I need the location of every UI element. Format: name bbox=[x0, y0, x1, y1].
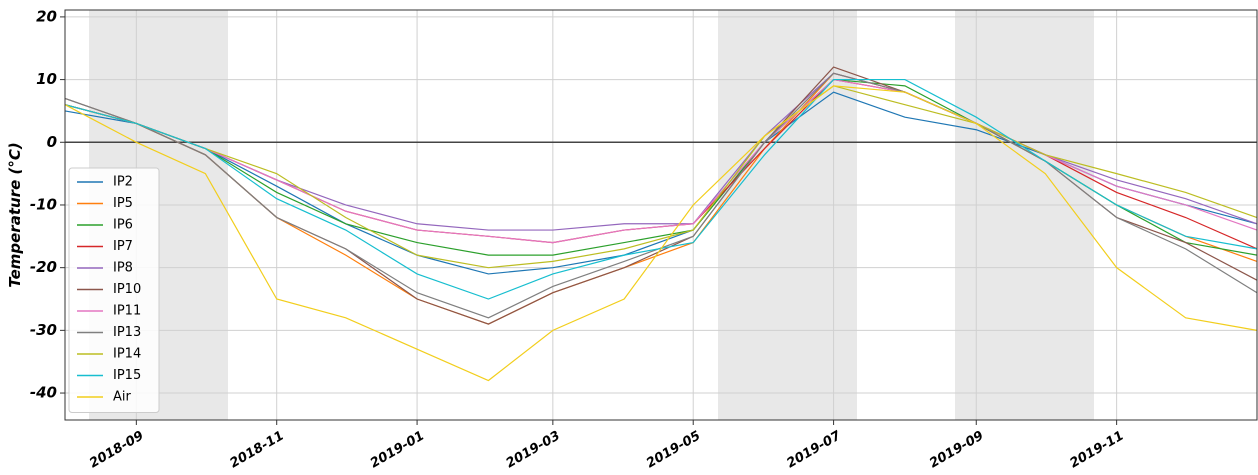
y-tick-label: -30 bbox=[30, 321, 57, 339]
x-tick-label: 2019-03 bbox=[504, 428, 563, 471]
x-tick-label: 2019-11 bbox=[1067, 428, 1126, 471]
y-tick-label: -20 bbox=[30, 258, 57, 276]
legend-label: IP2 bbox=[113, 175, 133, 190]
series-line bbox=[64, 78, 1258, 244]
legend-label: Air bbox=[113, 390, 132, 405]
series-line bbox=[64, 85, 1258, 269]
legend-label: IP11 bbox=[113, 304, 141, 319]
plot-frame bbox=[64, 9, 1258, 421]
y-tick-label: 0 bbox=[47, 133, 57, 151]
legend-label: IP8 bbox=[113, 261, 133, 276]
y-axis-label: Temperature (°C) bbox=[6, 142, 24, 287]
x-tick-label: 2019-01 bbox=[368, 428, 427, 471]
x-tick-label: 2018-09 bbox=[87, 428, 146, 471]
series-line bbox=[64, 78, 1258, 300]
x-tick-label: 2019-07 bbox=[784, 428, 844, 471]
shaded-span bbox=[718, 10, 857, 420]
x-tick-label: 2019-09 bbox=[927, 428, 986, 471]
legend-label: IP7 bbox=[113, 239, 133, 254]
legend-label: IP5 bbox=[113, 196, 133, 211]
legend-label: IP6 bbox=[113, 218, 133, 233]
y-tick-label: -40 bbox=[30, 384, 57, 402]
legend-label: IP10 bbox=[113, 282, 141, 297]
legend-label: IP14 bbox=[113, 347, 141, 362]
x-tick-label: 2019-05 bbox=[644, 428, 703, 471]
shaded-span bbox=[955, 10, 1094, 420]
legend-label: IP13 bbox=[113, 325, 141, 340]
series-line bbox=[64, 85, 1258, 382]
y-tick-label: 10 bbox=[36, 70, 57, 88]
x-tick-label: 2018-11 bbox=[228, 428, 287, 471]
legend-box bbox=[68, 167, 160, 413]
legend-label: IP15 bbox=[113, 368, 141, 383]
y-tick-label: 20 bbox=[36, 7, 57, 25]
y-tick-label: -10 bbox=[30, 195, 57, 213]
